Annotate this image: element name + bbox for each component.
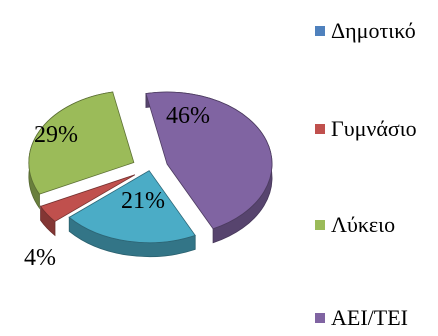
legend-item-aei-tei: ΑΕΙ/ΤΕΙ <box>315 305 408 331</box>
legend-swatch-dimotiko <box>315 26 325 36</box>
pie-slices <box>28 91 273 258</box>
pie-slice-dimotiko <box>68 170 196 258</box>
legend-item-lykeio: Λύκειο <box>315 212 395 238</box>
legend: Δημοτικό Γυμνάσιο Λύκειο ΑΕΙ/ΤΕΙ <box>315 0 438 336</box>
slice-label-gymnasio: 4% <box>24 245 56 271</box>
legend-swatch-aei-tei <box>315 313 325 323</box>
legend-label-gymnasio: Γυμνάσιο <box>331 116 417 141</box>
slice-label-aei-tei: 46% <box>166 103 210 129</box>
slice-label-lykeio: 29% <box>34 122 78 148</box>
pie-slice-top-aei-tei <box>145 91 273 230</box>
pie-slice-top-gymnasio <box>39 174 136 222</box>
legend-label-lykeio: Λύκειο <box>331 212 396 237</box>
legend-swatch-gymnasio <box>315 124 325 134</box>
legend-item-dimotiko: Δημοτικό <box>315 18 416 44</box>
legend-item-gymnasio: Γυμνάσιο <box>315 116 417 142</box>
pie-slice-top-dimotiko <box>68 170 196 244</box>
pie-slice-gymnasio <box>39 174 136 237</box>
pie-slice-aei-tei <box>145 91 273 244</box>
slice-label-dimotiko: 21% <box>121 188 165 214</box>
legend-label-dimotiko: Δημοτικό <box>331 18 416 43</box>
legend-label-aei-tei: ΑΕΙ/ΤΕΙ <box>331 305 408 330</box>
pie-slice-lykeio <box>28 91 135 210</box>
pie-slice-top-lykeio <box>28 91 135 195</box>
legend-swatch-lykeio <box>315 220 325 230</box>
